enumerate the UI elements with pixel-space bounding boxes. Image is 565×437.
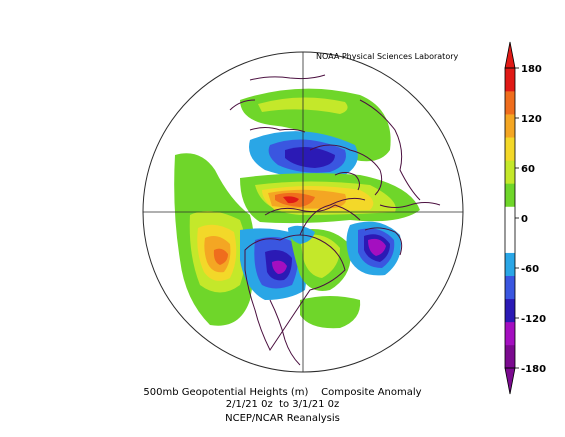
colorbar-segment	[505, 298, 515, 323]
map-disk	[143, 52, 463, 372]
colorbar-tick-label: 120	[521, 114, 542, 125]
colorbar-tick-label: 0	[521, 214, 528, 225]
colorbar-tick-label: -60	[521, 264, 539, 275]
map-border	[142, 51, 464, 373]
colorbar-segment	[505, 206, 515, 230]
colorbar-top-arrow	[504, 41, 516, 69]
caption-line-3: NCEP/NCAR Reanalysis	[225, 413, 340, 424]
colorbar-tick-label: -180	[521, 364, 546, 375]
colorbar-segment	[505, 91, 515, 115]
coastlines	[229, 74, 441, 366]
colorbar-segment	[505, 321, 515, 346]
anomaly-contours	[174, 88, 420, 329]
colorbar-segment	[505, 229, 515, 253]
credit-text: NOAA Physical Sciences Laboratory	[316, 52, 459, 61]
colorbar-tick-label: 180	[521, 64, 542, 75]
caption-line-1: 500mb Geopotential Heights (m) Composite…	[143, 387, 422, 398]
colorbar-tick-label: 60	[521, 164, 535, 175]
colorbar: 180 120 60 0 -60 -120 -180	[504, 41, 546, 395]
colorbar-segment	[505, 275, 515, 300]
colorbar-segment	[505, 344, 515, 369]
colorbar-segment	[505, 183, 515, 207]
colorbar-segment	[505, 252, 515, 276]
colorbar-segment	[505, 68, 515, 92]
colorbar-segment	[505, 160, 515, 184]
colorbar-tick-label: -120	[521, 314, 546, 325]
colorbar-segment	[505, 114, 515, 138]
caption-line-2: 2/1/21 0z to 3/1/21 0z	[225, 399, 340, 410]
graticule	[143, 52, 463, 372]
colorbar-segment	[505, 137, 515, 161]
